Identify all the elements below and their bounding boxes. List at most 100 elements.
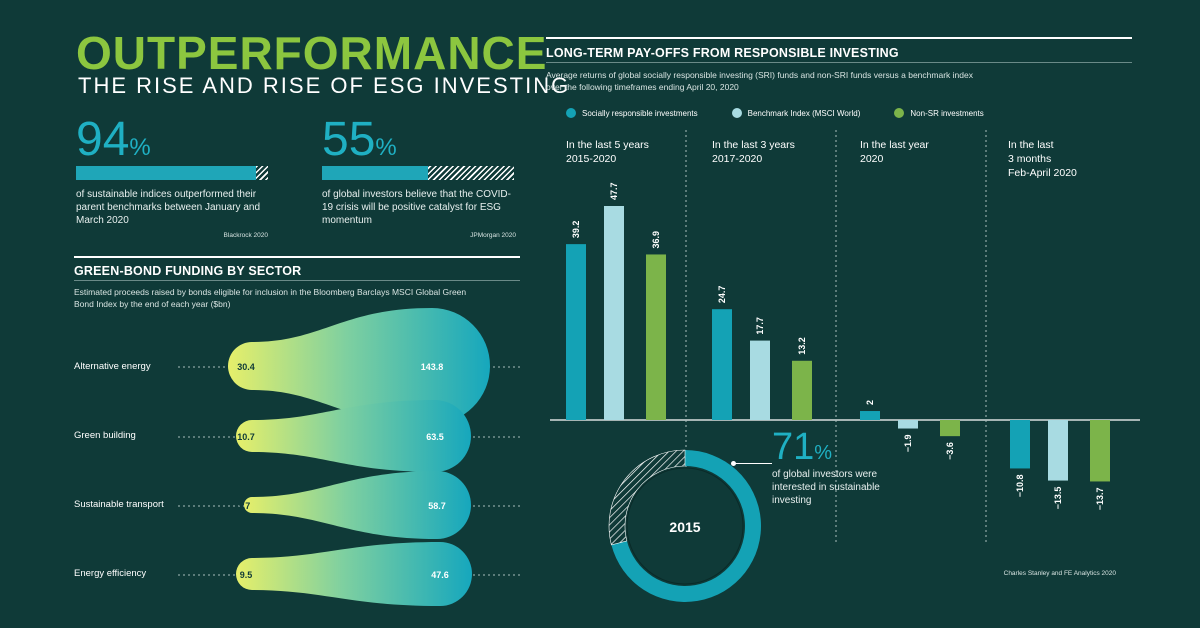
period-1y-line-1: In the last year xyxy=(860,139,929,151)
bar-0-0 xyxy=(566,244,586,420)
donut-year-label: 2015 xyxy=(669,519,700,535)
stat-1-unit: % xyxy=(129,134,151,161)
legend-swatch-sri xyxy=(566,108,576,118)
legend-item-sri: Socially responsible investments xyxy=(566,108,698,118)
period-label-3-years: In the last 3 years 2017-2020 xyxy=(712,138,795,166)
bar-value-label-2-3: −13.7 xyxy=(1095,487,1105,510)
bar-2-1 xyxy=(792,360,812,420)
sector-label-sustainable-transport: Sustainable transport xyxy=(74,499,164,510)
bond-end-value-1: 63.5 xyxy=(426,432,444,442)
donut-stat-number: 71% xyxy=(772,428,832,472)
bar-value-label-2-2: −3.6 xyxy=(945,442,955,460)
donut-leader-line xyxy=(733,463,772,464)
long-term-source: Charles Stanley and FE Analytics 2020 xyxy=(1003,570,1116,577)
bar-value-label-1-3: −13.5 xyxy=(1053,487,1063,510)
bar-2-2 xyxy=(940,420,960,437)
stat-2-text: of global investors believe that the COV… xyxy=(322,189,511,226)
period-label-1-year: In the last year 2020 xyxy=(860,138,929,166)
legend-label-benchmark: Benchmark Index (MSCI World) xyxy=(747,108,861,118)
stat-1-progress-remainder xyxy=(256,166,268,180)
bond-shape-3 xyxy=(236,542,472,606)
period-label-3-months: In the last 3 months Feb-April 2020 xyxy=(1008,138,1077,180)
period-3m-line-2: 3 months xyxy=(1008,153,1052,165)
legend-item-non-sri: Non-SR investments xyxy=(894,108,984,118)
donut-value: 71 xyxy=(772,426,815,468)
legend: Socially responsible investments Benchma… xyxy=(566,108,984,118)
green-bond-thin-rule xyxy=(74,280,520,281)
stat-1-value: 94 xyxy=(76,113,130,166)
period-label-5-years: In the last 5 years 2015-2020 xyxy=(566,138,649,166)
donut-unit: % xyxy=(814,442,833,464)
long-term-rule xyxy=(546,37,1132,39)
bar-2-3 xyxy=(1090,420,1110,482)
legend-swatch-benchmark xyxy=(731,108,742,118)
long-term-description: Average returns of global socially respo… xyxy=(546,70,973,92)
stat-2-value: 55 xyxy=(322,113,376,166)
stat-1-progress-bar xyxy=(76,166,268,180)
legend-label-non-sri: Non-SR investments xyxy=(910,108,984,118)
bond-start-value-2: 3.7 xyxy=(238,501,251,511)
stat-2-number: 55% xyxy=(322,116,397,172)
page-title: OUTPERFORMANCE xyxy=(76,27,548,79)
donut-chart: 2015 xyxy=(608,449,761,602)
bar-1-2 xyxy=(898,420,918,429)
legend-label-sri: Socially responsible investments xyxy=(582,108,698,118)
bond-end-value-0: 143.8 xyxy=(421,362,444,372)
bar-1-0 xyxy=(604,206,624,420)
legend-item-benchmark: Benchmark Index (MSCI World) xyxy=(731,108,861,118)
period-3m-line-3: Feb-April 2020 xyxy=(1008,167,1077,179)
sector-label-alternative-energy: Alternative energy xyxy=(74,361,151,372)
period-3y-line-1: In the last 3 years xyxy=(712,139,795,151)
bar-0-1 xyxy=(712,309,732,420)
page-subtitle: THE RISE AND RISE OF ESG INVESTING xyxy=(78,73,571,98)
green-bond-chart: 30.4 143.8 10.7 63.5 3.7 58.7 9.5 47.6 xyxy=(178,308,520,606)
stat-1-source: Blackrock 2020 xyxy=(223,232,268,239)
donut-segment-remainder xyxy=(608,449,686,546)
sector-label-energy-efficiency: Energy efficiency xyxy=(74,568,147,579)
bar-value-label-1-2: −1.9 xyxy=(903,435,913,453)
period-5y-line-2: 2015-2020 xyxy=(566,153,617,165)
bond-end-value-3: 47.6 xyxy=(431,570,449,580)
bond-end-value-2: 58.7 xyxy=(428,501,446,511)
green-bond-description: Estimated proceeds raised by bonds eligi… xyxy=(74,287,467,309)
bar-0-3 xyxy=(1010,420,1030,469)
donut-inner-circle xyxy=(626,467,744,585)
bar-value-label-0-2: 2 xyxy=(865,400,875,405)
bar-value-label-2-1: 13.2 xyxy=(797,337,807,355)
bar-value-label-0-1: 24.7 xyxy=(717,286,727,304)
stat-1-text: of sustainable indices outperformed thei… xyxy=(76,189,261,226)
bond-start-value-3: 9.5 xyxy=(240,570,253,580)
bar-value-label-0-0: 39.2 xyxy=(571,221,581,239)
period-3y-line-2: 2017-2020 xyxy=(712,153,763,165)
period-1y-line-2: 2020 xyxy=(860,153,884,165)
bar-1-3 xyxy=(1048,420,1068,481)
bar-2-0 xyxy=(646,254,666,420)
bar-value-label-0-3: −10.8 xyxy=(1015,474,1025,497)
legend-swatch-non-sri xyxy=(894,108,905,118)
bar-value-label-1-0: 47.7 xyxy=(609,182,619,200)
period-3m-line-1: In the last xyxy=(1008,139,1054,151)
green-bond-rule xyxy=(74,256,520,258)
returns-chart: 39.2 24.7 2 −10.8 47.7 17.7 −1.9 −13.5 36.9 13.2 −… xyxy=(550,130,1140,545)
green-bond-title: GREEN-BOND FUNDING BY SECTOR xyxy=(74,264,302,278)
bond-start-value-1: 10.7 xyxy=(237,432,255,442)
long-term-thin-rule xyxy=(546,62,1132,63)
bond-shape-1 xyxy=(236,400,471,472)
bond-shape-0 xyxy=(228,308,490,424)
stat-2-unit: % xyxy=(375,134,397,161)
donut-leader-dot xyxy=(731,461,736,466)
long-term-title: LONG-TERM PAY-OFFS FROM RESPONSIBLE INVE… xyxy=(546,46,899,60)
donut-text: of global investors were interested in s… xyxy=(772,469,880,506)
period-5y-line-1: In the last 5 years xyxy=(566,139,649,151)
bar-1-1 xyxy=(750,340,770,420)
bar-value-label-2-0: 36.9 xyxy=(651,231,661,249)
stat-2-source: JPMorgan 2020 xyxy=(470,232,516,239)
stat-2-progress-fill xyxy=(322,166,428,180)
bar-value-label-1-1: 17.7 xyxy=(755,317,765,335)
sector-label-green-building: Green building xyxy=(74,430,136,441)
stat-1-number: 94% xyxy=(76,116,151,172)
bond-start-value-0: 30.4 xyxy=(237,362,255,372)
bond-shape-2 xyxy=(244,471,471,539)
bar-0-2 xyxy=(860,411,880,420)
stat-2-progress-bar xyxy=(322,166,514,180)
